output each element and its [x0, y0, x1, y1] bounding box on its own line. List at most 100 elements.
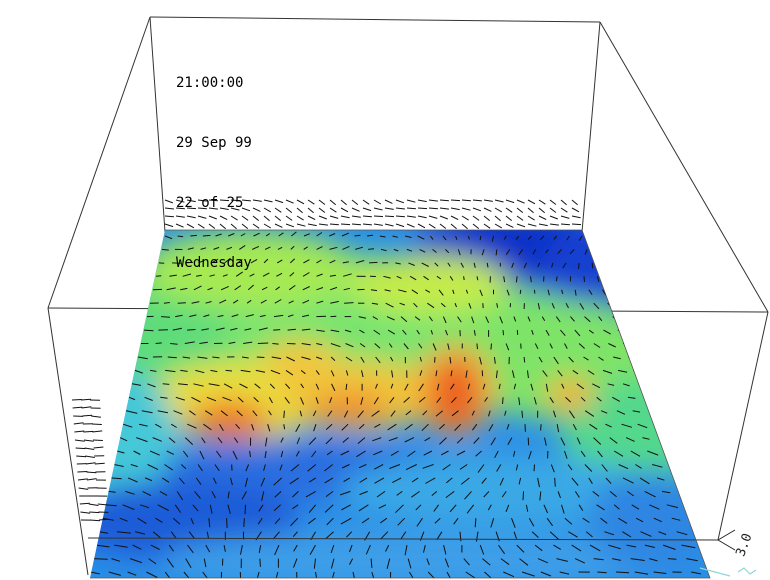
wind-vector	[515, 235, 520, 240]
wind-vector	[568, 410, 575, 419]
wind-vector	[234, 285, 242, 291]
wind-vector	[559, 571, 570, 575]
wind-vector	[190, 234, 197, 237]
wind-vector	[534, 544, 543, 552]
wind-vector	[243, 518, 245, 528]
wind-vector	[404, 423, 413, 431]
wind-vector	[177, 235, 184, 238]
wind-vector	[83, 439, 94, 442]
wind-vector	[143, 329, 154, 332]
upper-level-vector-band	[164, 199, 582, 230]
wind-vector	[280, 437, 284, 443]
wind-vector	[495, 249, 498, 256]
wind-vector	[516, 223, 526, 228]
wind-vector	[553, 356, 559, 365]
wind-vector	[154, 423, 162, 429]
wind-vector	[134, 531, 146, 535]
wind-vector	[597, 450, 603, 458]
wind-vector	[295, 450, 300, 457]
wind-vector	[259, 314, 266, 318]
wind-vector	[409, 275, 417, 281]
wind-vector	[278, 232, 284, 237]
wind-vector	[318, 199, 326, 205]
wind-vector	[267, 424, 271, 432]
wind-vector	[94, 462, 105, 465]
wind-vector	[491, 235, 494, 242]
wind-vector	[438, 289, 444, 296]
wind-vector	[344, 302, 354, 304]
wind-vector	[74, 439, 85, 442]
wind-vector	[457, 316, 462, 323]
axis-tick-label: 3.0	[733, 531, 755, 558]
wind-vector	[638, 383, 647, 386]
wind-vector	[172, 517, 181, 525]
wind-vector	[609, 491, 617, 498]
wind-vector	[214, 464, 220, 472]
wind-vector	[230, 207, 240, 211]
wind-vector	[164, 571, 172, 578]
wind-vector	[184, 341, 195, 344]
wind-vector	[390, 383, 394, 389]
wind-vector	[232, 450, 238, 460]
wind-vector	[500, 558, 510, 566]
wind-vector	[197, 356, 208, 359]
wind-vector	[329, 233, 336, 237]
wind-vector	[506, 424, 510, 430]
wind-vector	[395, 199, 405, 204]
wind-vector	[513, 383, 517, 390]
wind-vector	[533, 464, 535, 472]
wind-vector	[189, 314, 197, 318]
wind-vector	[253, 232, 260, 237]
wind-vector	[413, 302, 418, 308]
wind-vector	[202, 234, 211, 237]
wind-vector	[505, 249, 511, 255]
wind-vector	[316, 329, 325, 332]
wind-vector	[425, 289, 431, 293]
wind-vector	[199, 341, 208, 344]
wind-vector	[187, 329, 196, 331]
wind-vector	[445, 329, 448, 336]
wind-vector	[516, 544, 525, 553]
wind-vector	[116, 531, 131, 534]
wind-vector	[283, 410, 285, 418]
wind-vector	[307, 199, 315, 205]
wind-vector	[340, 215, 350, 219]
wind-vector	[249, 273, 255, 277]
wind-vector	[164, 215, 174, 218]
wind-vector	[542, 370, 548, 377]
wind-vector	[342, 437, 349, 443]
wind-vector	[254, 383, 261, 389]
wind-vector	[200, 247, 207, 250]
wind-vector	[553, 410, 557, 418]
wind-vector	[180, 287, 188, 291]
wind-vector	[425, 477, 436, 484]
wind-vector	[600, 517, 608, 524]
wind-vector	[371, 571, 376, 578]
wind-vector	[408, 262, 415, 266]
wind-vector	[553, 544, 562, 550]
wind-vector	[519, 289, 522, 294]
wind-vector	[307, 517, 316, 525]
wind-vector	[292, 504, 299, 510]
wind-vector	[440, 302, 446, 308]
wind-vector	[285, 223, 295, 228]
wind-vector	[436, 275, 442, 280]
wind-vector	[454, 423, 462, 431]
wind-vector	[560, 199, 567, 206]
wind-vector	[587, 369, 595, 375]
wind-vector	[483, 223, 491, 229]
wind-vector	[373, 199, 382, 205]
wind-vector	[392, 477, 402, 484]
wind-vector	[576, 383, 585, 390]
wind-vector	[203, 423, 212, 431]
wind-vector	[92, 430, 103, 433]
wind-vector	[593, 302, 600, 310]
wind-vector	[219, 215, 228, 221]
wind-vector	[580, 450, 586, 457]
wind-vector	[699, 544, 710, 549]
wind-vector	[483, 207, 492, 212]
wind-vector	[422, 410, 428, 416]
wind-vector	[183, 571, 192, 578]
wind-vector	[230, 223, 237, 230]
